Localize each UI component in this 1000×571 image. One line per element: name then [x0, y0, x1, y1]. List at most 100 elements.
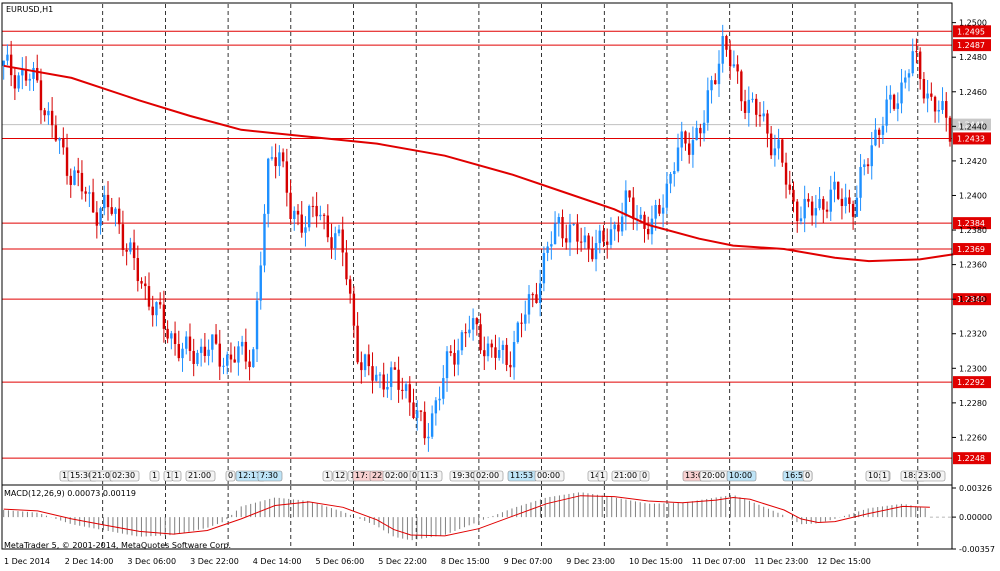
candle-body	[106, 194, 110, 208]
candle-body	[751, 98, 754, 100]
level-label-box	[953, 132, 991, 145]
candle-body	[252, 349, 255, 368]
candle-body	[58, 138, 61, 141]
candle-body	[922, 79, 926, 99]
time-marker-box	[257, 470, 283, 482]
time-marker-label: 12:17	[238, 471, 261, 480]
candle-body	[628, 190, 631, 198]
candle-body	[732, 64, 736, 67]
candle-body	[393, 367, 397, 370]
candle-body	[669, 174, 672, 184]
candle-body	[620, 216, 624, 232]
y-tick-label: 1.2460	[959, 88, 987, 97]
y-tick-label: 1.2440	[959, 122, 987, 131]
candle-body	[110, 207, 113, 214]
candle-body	[375, 374, 378, 381]
candle-body	[647, 228, 650, 235]
candle-body	[520, 322, 523, 324]
candle-body	[758, 114, 762, 117]
candle-body	[673, 171, 676, 175]
candle-body	[699, 127, 702, 134]
time-marker-box	[473, 470, 504, 482]
time-marker-label: 15:30	[70, 471, 93, 480]
time-marker-label: 12	[335, 471, 345, 480]
candle-body	[822, 198, 825, 210]
candle-body	[799, 218, 803, 222]
time-marker-label: 17:	[355, 471, 368, 480]
candle-body	[524, 314, 527, 324]
candle-body	[546, 246, 549, 253]
candle-body	[781, 139, 784, 163]
candle-body	[211, 334, 214, 350]
x-tick-label: 11 Dec 07:00	[692, 557, 746, 566]
candle-body	[69, 175, 72, 185]
time-marker-box	[109, 470, 140, 482]
x-tick-label: 2 Dec 14:00	[65, 557, 114, 566]
candle-body	[285, 161, 289, 193]
candle-body	[445, 351, 449, 379]
candle-body	[892, 94, 896, 109]
candle-body	[244, 341, 248, 362]
time-marker-label: 00:00	[537, 471, 560, 480]
candle-body	[542, 252, 546, 284]
candle-body	[527, 294, 531, 315]
level-label-box	[953, 243, 991, 256]
y-tick-label: 1.2380	[959, 226, 987, 235]
macd-y-tick-label: 0.00326	[959, 484, 992, 493]
candle-body	[624, 190, 628, 217]
time-marker-label: 19:30	[452, 471, 475, 480]
candle-body	[773, 148, 777, 156]
candle-body	[937, 109, 940, 112]
candle-body	[229, 354, 233, 360]
y-tick-label: 1.2300	[959, 364, 987, 373]
y-tick-label: 1.2500	[959, 19, 987, 28]
x-tick-label: 9 Dec 23:00	[566, 557, 615, 566]
time-marker-label: 1	[350, 471, 355, 480]
candle-body	[125, 249, 128, 252]
candle-body	[326, 215, 330, 238]
candle-body	[490, 343, 493, 348]
time-marker-box	[417, 470, 443, 482]
candle-body	[457, 350, 460, 365]
candle-body	[691, 140, 695, 155]
candle-body	[833, 181, 836, 190]
candle-body	[173, 333, 177, 345]
candle-body	[572, 224, 575, 226]
time-marker-label: 11:3	[420, 471, 438, 480]
candle-body	[863, 164, 866, 167]
candle-body	[408, 384, 411, 403]
candle-body	[248, 361, 251, 368]
candle-body	[170, 333, 173, 339]
candle-body	[475, 318, 479, 325]
candle-body	[192, 350, 195, 364]
time-marker-box	[149, 470, 160, 482]
candle-body	[95, 212, 99, 226]
candle-body	[352, 293, 356, 326]
candle-body	[88, 192, 91, 194]
candle-body	[453, 352, 456, 365]
time-marker-label: 16:55	[785, 471, 808, 480]
x-tick-label: 5 Dec 06:00	[316, 557, 365, 566]
candle-body	[207, 349, 210, 356]
candle-body	[497, 350, 501, 358]
candle-body	[900, 82, 903, 104]
candle-body	[363, 354, 367, 371]
time-marker-box	[597, 470, 608, 482]
candle-body	[661, 207, 665, 214]
candle-body	[6, 54, 9, 61]
candle-body	[557, 217, 560, 224]
candle-body	[389, 367, 393, 387]
candle-body	[65, 147, 69, 176]
current-price-label: 1.2441	[957, 121, 985, 130]
time-marker-box	[915, 470, 946, 482]
x-tick-label: 11 Dec 23:00	[754, 557, 808, 566]
candle-body	[140, 281, 143, 284]
candle-body	[538, 283, 542, 303]
time-marker-label: 20:00	[702, 471, 725, 480]
candle-body	[762, 113, 765, 117]
candle-body	[933, 96, 937, 112]
candle-body	[948, 117, 952, 142]
time-marker-box	[879, 470, 890, 482]
time-marker-label: 21:00	[188, 471, 211, 480]
candle-body	[829, 189, 832, 212]
